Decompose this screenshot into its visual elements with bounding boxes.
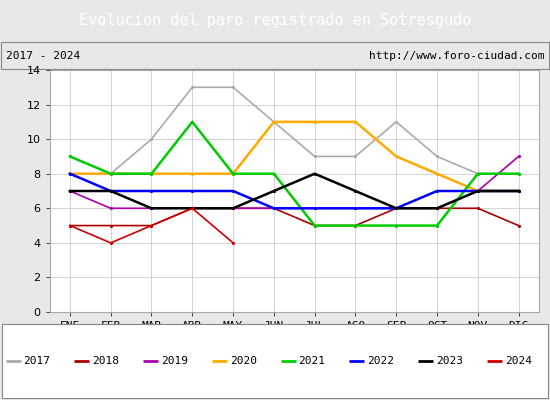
Text: 2023: 2023 [436,356,463,366]
Text: Evolucion del paro registrado en Sotresgudo: Evolucion del paro registrado en Sotresg… [79,14,471,28]
Text: 2022: 2022 [367,356,394,366]
Text: 2019: 2019 [161,356,188,366]
Text: 2018: 2018 [92,356,119,366]
Text: 2020: 2020 [230,356,257,366]
Text: 2017 - 2024: 2017 - 2024 [6,51,80,61]
Text: 2021: 2021 [298,356,326,366]
Text: http://www.foro-ciudad.com: http://www.foro-ciudad.com [369,51,544,61]
Text: 2017: 2017 [23,356,51,366]
Text: 2024: 2024 [505,356,532,366]
FancyBboxPatch shape [2,324,548,398]
